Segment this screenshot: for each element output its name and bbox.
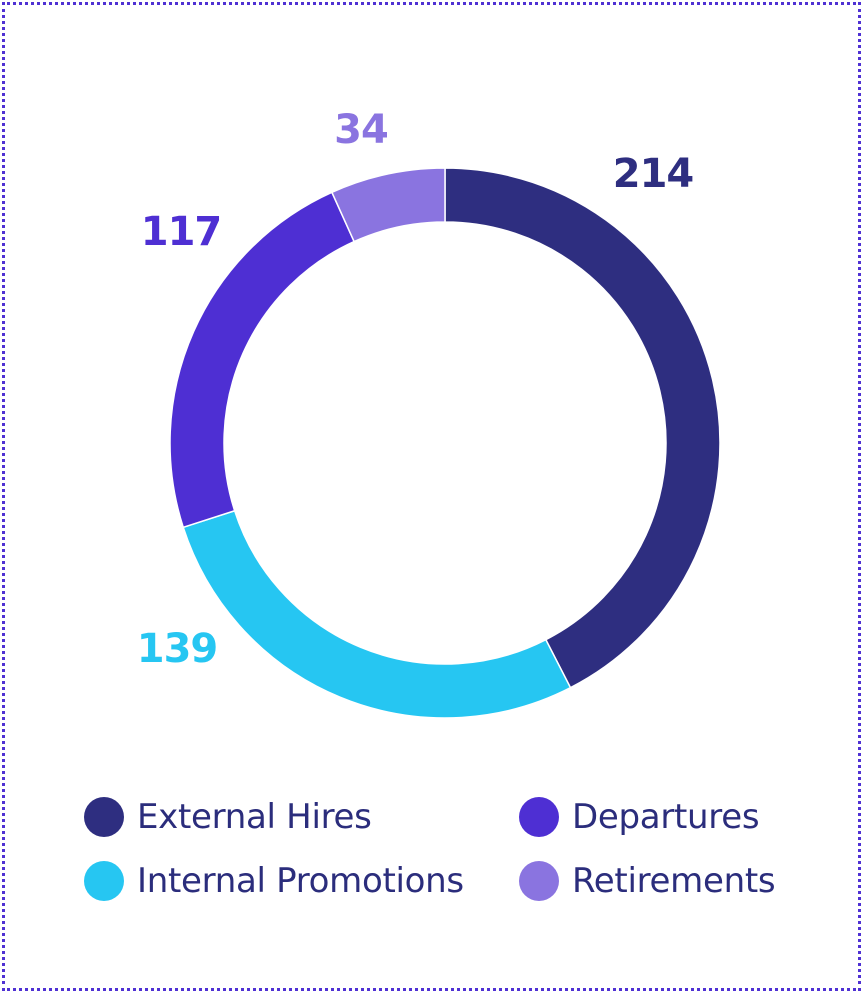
donut-slice-0	[444, 167, 721, 689]
data-labels: 214 139 117 34	[137, 107, 695, 672]
donut-slice-3	[330, 167, 446, 243]
donut-slices	[169, 167, 721, 719]
data-label-3: 34	[334, 107, 388, 153]
legend-swatch-2	[519, 797, 559, 837]
data-label-2: 117	[141, 209, 222, 255]
legend-label-2: Departures	[572, 797, 760, 837]
legend-label-3: Retirements	[572, 861, 776, 901]
legend-label-0: External Hires	[137, 797, 372, 837]
legend-swatch-1	[84, 861, 124, 901]
data-label-0: 214	[613, 151, 694, 197]
legend-item-3: Retirements	[519, 857, 776, 905]
legend-swatch-0	[84, 797, 124, 837]
legend-item-1: Internal Promotions	[84, 857, 464, 905]
data-label-1: 139	[137, 626, 218, 672]
legend-swatch-3	[519, 861, 559, 901]
legend-item-0: External Hires	[84, 793, 372, 841]
legend-label-1: Internal Promotions	[137, 861, 464, 901]
legend-item-2: Departures	[519, 793, 760, 841]
donut-slice-1	[182, 509, 572, 719]
